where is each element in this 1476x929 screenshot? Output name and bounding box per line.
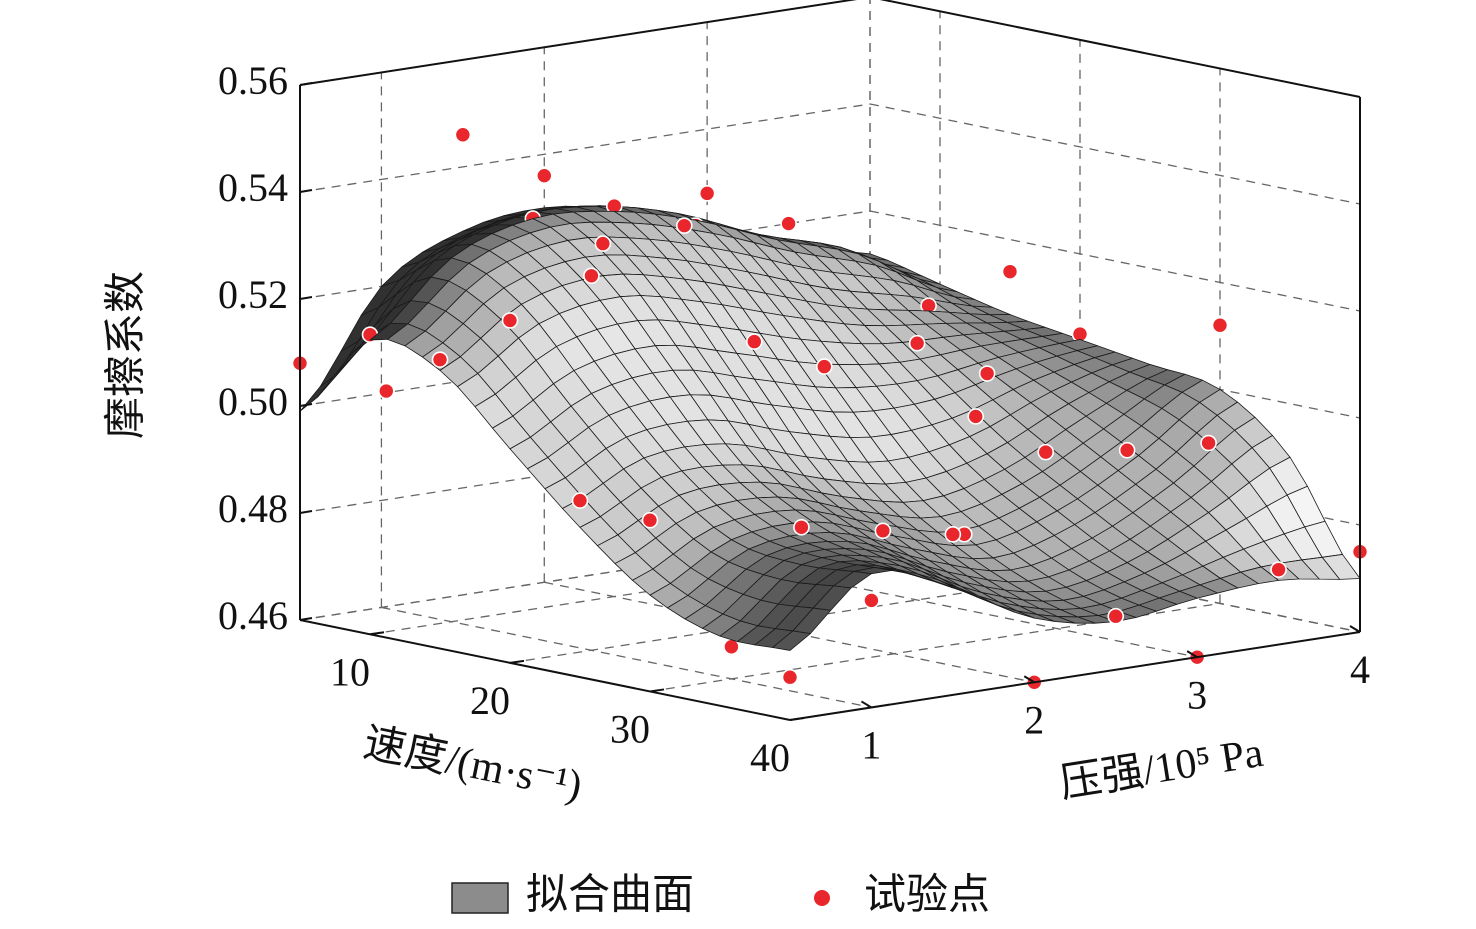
y-tick-label: 4 — [1350, 647, 1370, 692]
z-tick — [299, 296, 313, 300]
test-point — [377, 382, 395, 400]
test-point — [594, 235, 612, 252]
y-tick — [1349, 625, 1361, 633]
grid-line — [869, 103, 1361, 205]
legend-label: 拟合曲面 — [526, 873, 694, 919]
grid-line — [544, 581, 1035, 683]
test-point — [745, 333, 763, 350]
test-point — [698, 185, 716, 202]
test-point — [1211, 316, 1229, 334]
test-point — [793, 518, 810, 536]
axis-line — [299, 619, 791, 721]
z-tick-label: 0.52 — [218, 272, 288, 317]
grid-line — [299, 103, 871, 193]
z-tick — [299, 403, 313, 407]
test-point — [1001, 263, 1019, 280]
test-point — [874, 522, 892, 540]
test-point — [535, 167, 553, 184]
grid-line — [381, 606, 872, 709]
test-point — [431, 351, 449, 368]
x-tick — [789, 717, 805, 721]
surface-patch — [772, 630, 811, 651]
x-tick — [369, 631, 385, 636]
y-tick-label: 2 — [1024, 697, 1044, 742]
test-point — [675, 217, 693, 234]
test-point — [501, 312, 519, 329]
legend-swatch — [451, 882, 509, 914]
axis-line — [789, 631, 1361, 721]
z-tick — [299, 510, 313, 514]
test-point — [1118, 441, 1136, 459]
y-tick-label: 3 — [1187, 672, 1207, 717]
x-tick-label: 30 — [610, 707, 650, 752]
test-point — [781, 668, 799, 686]
test-point — [944, 526, 962, 543]
test-point — [780, 215, 797, 232]
y-tick — [1186, 650, 1198, 659]
test-point — [641, 511, 659, 529]
axis-line — [299, 0, 858, 86]
legend-label: 试验点 — [864, 872, 990, 919]
z-tick — [299, 82, 313, 86]
test-point — [454, 126, 472, 144]
x-tick — [649, 688, 665, 693]
x-axis-label: 速度/(m·s⁻¹) — [360, 720, 586, 809]
test-point — [967, 408, 985, 425]
z-tick-label: 0.50 — [218, 379, 288, 424]
test-point — [908, 334, 926, 352]
plot-area — [291, 126, 1369, 691]
x-tick-label: 10 — [330, 649, 370, 694]
test-point — [571, 492, 589, 509]
legend: 拟合曲面 试验点 — [451, 872, 990, 919]
x-tick-label: 40 — [750, 735, 790, 780]
test-point — [1037, 443, 1055, 461]
y-axis-label: 压强/10⁵ Pa — [1057, 730, 1267, 808]
test-point — [815, 358, 833, 375]
z-tick-label: 0.46 — [218, 593, 288, 638]
z-axis-label: 摩擦系数 — [103, 271, 150, 439]
axis-line — [879, 0, 1361, 98]
x-tick — [509, 659, 525, 664]
grid-line — [869, 210, 1361, 312]
y-tick — [860, 700, 872, 709]
z-tick-label: 0.56 — [218, 58, 288, 103]
z-tick — [299, 617, 313, 621]
axes-front: 0.46 0.48 0.50 0.52 0.54 0.56 10 20 30 40 1 2 3 4 — [218, 0, 1370, 780]
x-tick-label: 20 — [470, 678, 510, 723]
test-point — [583, 267, 600, 285]
test-point — [1270, 561, 1287, 578]
surface-patch — [319, 340, 359, 387]
test-point — [1200, 434, 1217, 452]
legend-marker — [814, 890, 830, 906]
test-point — [1107, 607, 1125, 625]
test-point — [863, 592, 880, 609]
test-point — [978, 365, 996, 382]
z-tick-label: 0.54 — [218, 165, 288, 210]
y-tick-label: 1 — [861, 723, 881, 768]
y-tick — [1023, 675, 1035, 684]
z-tick — [299, 189, 313, 193]
z-tick-label: 0.48 — [218, 486, 288, 531]
